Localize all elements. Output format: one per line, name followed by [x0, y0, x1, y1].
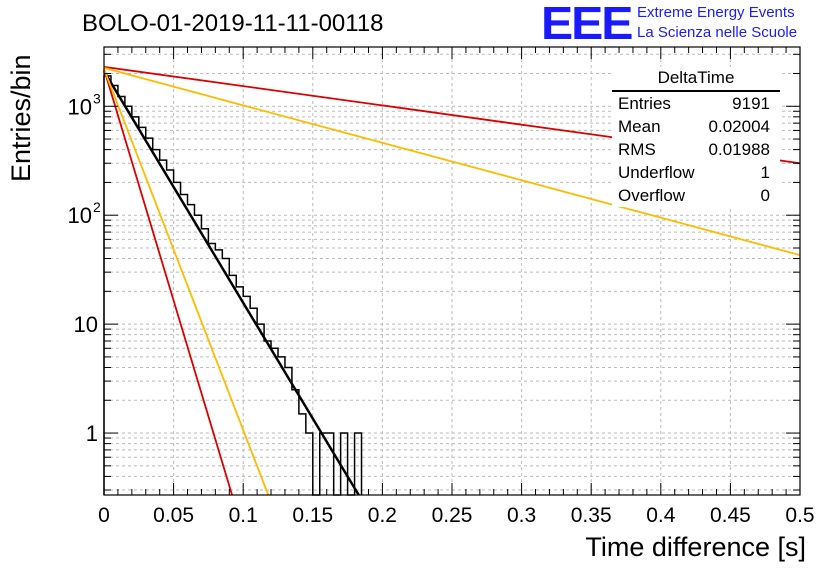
x-tick-label: 0.5 — [785, 504, 814, 527]
x-axis-label: Time difference [s] — [585, 532, 806, 562]
fit-line-4 — [103, 68, 270, 496]
stats-row-overflow: Overflow 0 — [612, 184, 780, 207]
stats-label: Entries — [618, 94, 671, 113]
stats-value: 0 — [760, 186, 770, 205]
stats-value: 0.01988 — [708, 140, 770, 159]
stats-label: Underflow — [618, 163, 695, 182]
x-tick-label: 0.2 — [368, 504, 397, 527]
stats-label: Mean — [618, 117, 661, 136]
x-tick-label: 0 — [98, 504, 110, 527]
logo-line-1: Extreme Energy Events — [637, 4, 795, 21]
x-tick-label: 0.15 — [292, 504, 333, 527]
y-tick-exponent: 3 — [93, 90, 101, 106]
y-tick-label: 10 — [68, 94, 92, 119]
stats-value: 1 — [760, 163, 770, 182]
y-tick-exponent: 2 — [93, 199, 101, 215]
stats-label: Overflow — [618, 186, 686, 205]
fit-line-2 — [103, 67, 801, 256]
stats-title: DeltaTime — [612, 67, 780, 92]
y-tick-label: 10 — [68, 203, 92, 228]
x-tick-label: 0.45 — [710, 504, 751, 527]
x-tick-label: 0.3 — [507, 504, 536, 527]
stats-value: 0.02004 — [708, 117, 770, 136]
stats-box: DeltaTime Entries 9191 Mean 0.02004 RMS … — [612, 67, 780, 207]
x-tick-label: 0.05 — [153, 504, 194, 527]
x-tick-label: 0.1 — [229, 504, 258, 527]
x-tick-label: 0.35 — [571, 504, 612, 527]
x-tick-label: 0.4 — [646, 504, 676, 527]
y-tick-label: 10 — [74, 312, 98, 337]
stats-row-mean: Mean 0.02004 — [612, 115, 780, 138]
stats-label: RMS — [618, 140, 656, 159]
x-tick-label: 0.25 — [432, 504, 473, 527]
stats-row-rms: RMS 0.01988 — [612, 138, 780, 161]
fit-line-3 — [103, 68, 233, 496]
y-axis-label: Entries/bin — [6, 54, 36, 182]
chart-title: BOLO-01-2019-11-11-00118 — [82, 10, 384, 37]
stats-value: 9191 — [732, 94, 770, 113]
fit-line-0 — [102, 70, 360, 496]
logo-line-2: La Scienza nelle Scuole — [637, 24, 798, 41]
stats-row-entries: Entries 9191 — [612, 92, 780, 115]
eee-logo: EEE — [541, 0, 633, 49]
stats-row-underflow: Underflow 1 — [612, 161, 780, 184]
y-tick-label: 1 — [86, 421, 98, 446]
